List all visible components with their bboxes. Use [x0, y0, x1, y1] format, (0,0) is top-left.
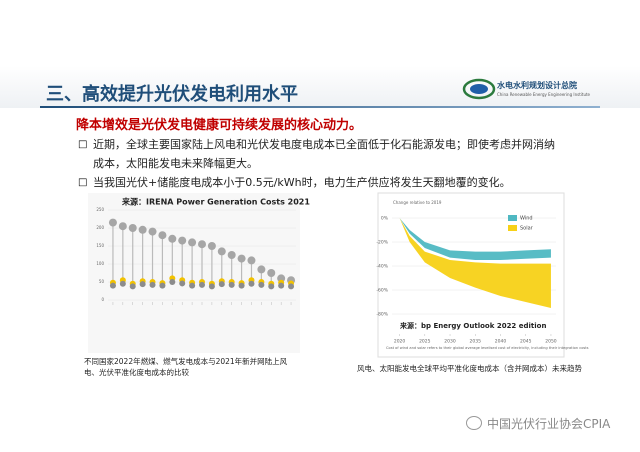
dot — [267, 269, 276, 277]
watermark: 中国光伏行业协会CPIA — [487, 417, 611, 431]
dot — [218, 281, 225, 288]
dot — [128, 224, 137, 232]
wechat-icon — [466, 416, 482, 430]
dot — [248, 280, 255, 287]
logo-english: China Renewable Energy Engineering Insti… — [497, 92, 591, 97]
x-tick-label: 2025 — [419, 339, 431, 345]
dot — [129, 283, 136, 290]
chart-source: 来源：bp Energy Outlook 2022 edition — [399, 321, 546, 330]
chart-footnote: Cost of wind and solar refers to their g… — [386, 346, 589, 350]
chart-caption: 风电、太阳能发电全球平均平准化度电成本（含并网成本）未来趋势 — [357, 364, 582, 373]
dot — [288, 283, 295, 290]
x-tick-label: 2045 — [520, 339, 532, 345]
y-tick-label: 50 — [99, 279, 105, 284]
band-area — [399, 218, 551, 308]
dot — [217, 247, 226, 256]
dot — [278, 282, 285, 289]
subtitle: 降本增效是光伏发电健康可持续发展的核心动力。 — [76, 118, 363, 133]
dot — [199, 281, 205, 288]
y-tick-label: -40% — [376, 264, 388, 270]
dot — [168, 234, 177, 243]
band-area — [399, 218, 551, 260]
chart-caption: 不同国家2022年燃煤、燃气发电成本与2021年新并网陆上风电、光伏平准化度电成… — [84, 357, 288, 377]
chart-source: 来源：IRENA Power Generation Costs 2021 — [121, 197, 310, 207]
bullet-marker: □ — [78, 177, 88, 188]
y-tick-label: -80% — [376, 312, 388, 318]
dot — [118, 222, 127, 231]
dot — [158, 231, 167, 240]
x-tick-label: 2035 — [470, 339, 482, 345]
dot — [238, 282, 245, 289]
dot — [188, 238, 197, 247]
y-tick-label: 150 — [96, 243, 104, 248]
bullet-text: 近期，全球主要国家陆上风电和光伏发电度电成本已全面低于化石能源发电；即使考虑并网… — [93, 138, 555, 170]
slide-title: 三、高效提升光伏发电利用水平 — [46, 84, 298, 105]
y-tick-label: 100 — [96, 261, 104, 266]
bullet-text: 当我国光伏+储能度电成本小于0.5元/kWh时，电力生产供应将发生天翻地覆的变化… — [93, 176, 511, 189]
dot — [149, 281, 156, 288]
y-tick-label: -20% — [376, 240, 388, 246]
y-tick-label: 250 — [96, 207, 104, 212]
header-band — [0, 66, 640, 108]
dot — [169, 279, 176, 285]
y-tick-label: 200 — [96, 225, 104, 230]
dot — [109, 282, 116, 289]
dot — [138, 225, 147, 234]
legend-label: Solar — [520, 226, 534, 232]
logo-name: 水电水利规划设计总院 — [497, 81, 577, 90]
dot — [148, 227, 157, 236]
dot — [198, 240, 206, 249]
legend-label: Wind — [520, 216, 533, 222]
dot — [277, 274, 286, 283]
logo-mark — [462, 78, 496, 100]
dot — [207, 242, 216, 250]
dot — [108, 218, 117, 227]
x-tick-label: 2020 — [394, 339, 406, 345]
dot — [258, 281, 265, 288]
dot — [208, 283, 215, 290]
dot — [179, 280, 186, 287]
y-tick-label: 0% — [381, 216, 389, 222]
legend-swatch — [508, 215, 517, 221]
dot — [119, 280, 126, 287]
dot — [237, 254, 246, 263]
dot — [268, 283, 275, 290]
dot — [189, 282, 196, 289]
y-tick-label: 0 — [101, 297, 104, 302]
x-tick-label: 2050 — [545, 339, 557, 345]
dot — [227, 251, 236, 259]
x-tick-label: 2040 — [495, 339, 507, 345]
x-tick-label: 2030 — [444, 339, 456, 345]
dot — [247, 256, 256, 265]
dot — [139, 281, 146, 288]
dot — [178, 236, 187, 245]
dot — [257, 265, 266, 274]
dot — [228, 281, 235, 288]
y-tick-label: -60% — [376, 288, 388, 294]
dot — [159, 282, 166, 289]
title-rule — [40, 106, 600, 108]
bullet-marker: □ — [78, 139, 88, 150]
legend-swatch — [508, 225, 517, 231]
axis-title: Change relative to 2019 — [393, 200, 442, 205]
